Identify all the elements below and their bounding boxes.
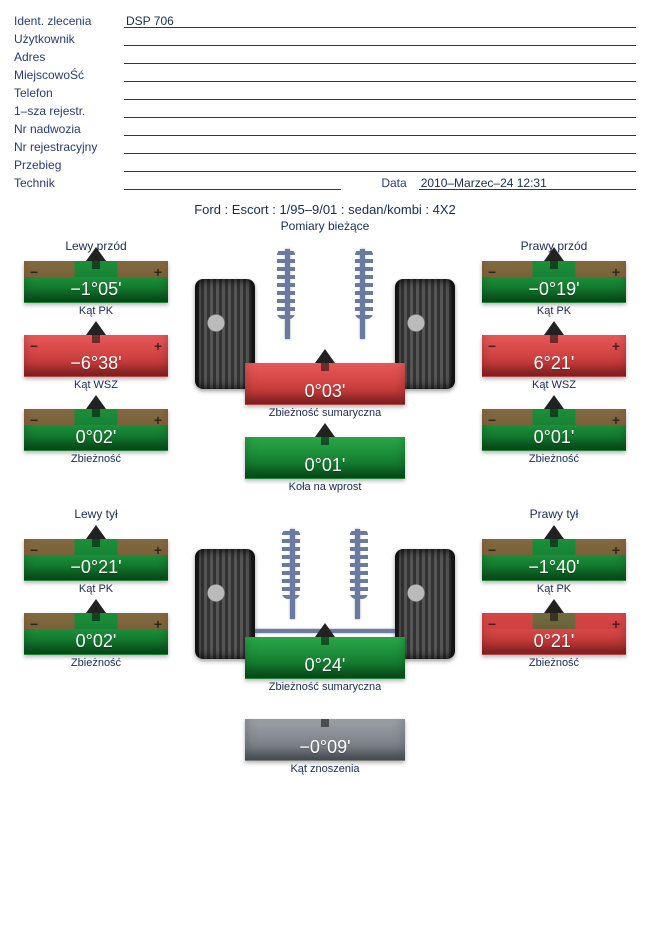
- val-ident: DSP 706: [124, 14, 636, 28]
- val-phone: [124, 86, 636, 100]
- rr-zb: −+0°21' Zbieżność: [482, 613, 626, 669]
- fr-pk: −+−0°19' Kąt PK: [482, 261, 626, 317]
- lbl-phone: Telefon: [14, 86, 124, 100]
- val-user: [124, 32, 636, 46]
- fl-pk: +−−1°05' Kąt PK: [24, 261, 168, 317]
- thrust: −0°09' Kąt znoszenia: [245, 719, 405, 775]
- fl-zb: +−0°02' Zbieżność: [24, 409, 168, 465]
- lbl-ident: Ident. zlecenia: [14, 14, 124, 28]
- fl-wsz: +−−6°38' Kąt WSZ: [24, 335, 168, 391]
- lbl-reg1: 1–sza rejestr.: [14, 104, 124, 118]
- form-header: Ident. zleceniaDSP 706 Użytkownik Adres …: [14, 10, 636, 190]
- alignment-diagram: Lewy przód Prawy przód +−−1°05' Kąt PK +…: [14, 239, 636, 939]
- front-zbsum: 0°03' Zbieżność sumaryczna: [245, 363, 405, 419]
- val-city: [124, 68, 636, 82]
- lbl-tech: Technik: [14, 176, 124, 190]
- fr-wsz: −+6°21' Kąt WSZ: [482, 335, 626, 391]
- front-kola: 0°01' Koła na wprost: [245, 437, 405, 493]
- rl-pk: +−−0°21' Kąt PK: [24, 539, 168, 595]
- lbl-date: Data: [381, 176, 406, 190]
- vehicle-line: Ford : Escort : 1/95–9/01 : sedan/kombi …: [14, 202, 636, 217]
- rear-zbsum: 0°24' Zbieżność sumaryczna: [245, 637, 405, 693]
- lbl-user: Użytkownik: [14, 32, 124, 46]
- val-body: [124, 122, 636, 136]
- lbl-mileage: Przebieg: [14, 158, 124, 172]
- fr-zb: −+0°01' Zbieżność: [482, 409, 626, 465]
- hdr-rr: Prawy tył: [482, 507, 626, 525]
- rr-pk: −+−1°40' Kąt PK: [482, 539, 626, 595]
- val-addr: [124, 50, 636, 64]
- lbl-addr: Adres: [14, 50, 124, 64]
- val-date: 2010–Marzec–24 12:31: [419, 176, 636, 190]
- lbl-city: MiejscowoŚć: [14, 68, 124, 82]
- subtitle: Pomiary bieżące: [14, 219, 636, 233]
- val-reg1: [124, 104, 636, 118]
- val-tech: [124, 176, 341, 190]
- lbl-body: Nr nadwozia: [14, 122, 124, 136]
- rl-zb: +−0°02' Zbieżność: [24, 613, 168, 669]
- val-mileage: [124, 158, 636, 172]
- lbl-plate: Nr rejestracyjny: [14, 140, 124, 154]
- val-plate: [124, 140, 636, 154]
- hdr-rl: Lewy tył: [24, 507, 168, 525]
